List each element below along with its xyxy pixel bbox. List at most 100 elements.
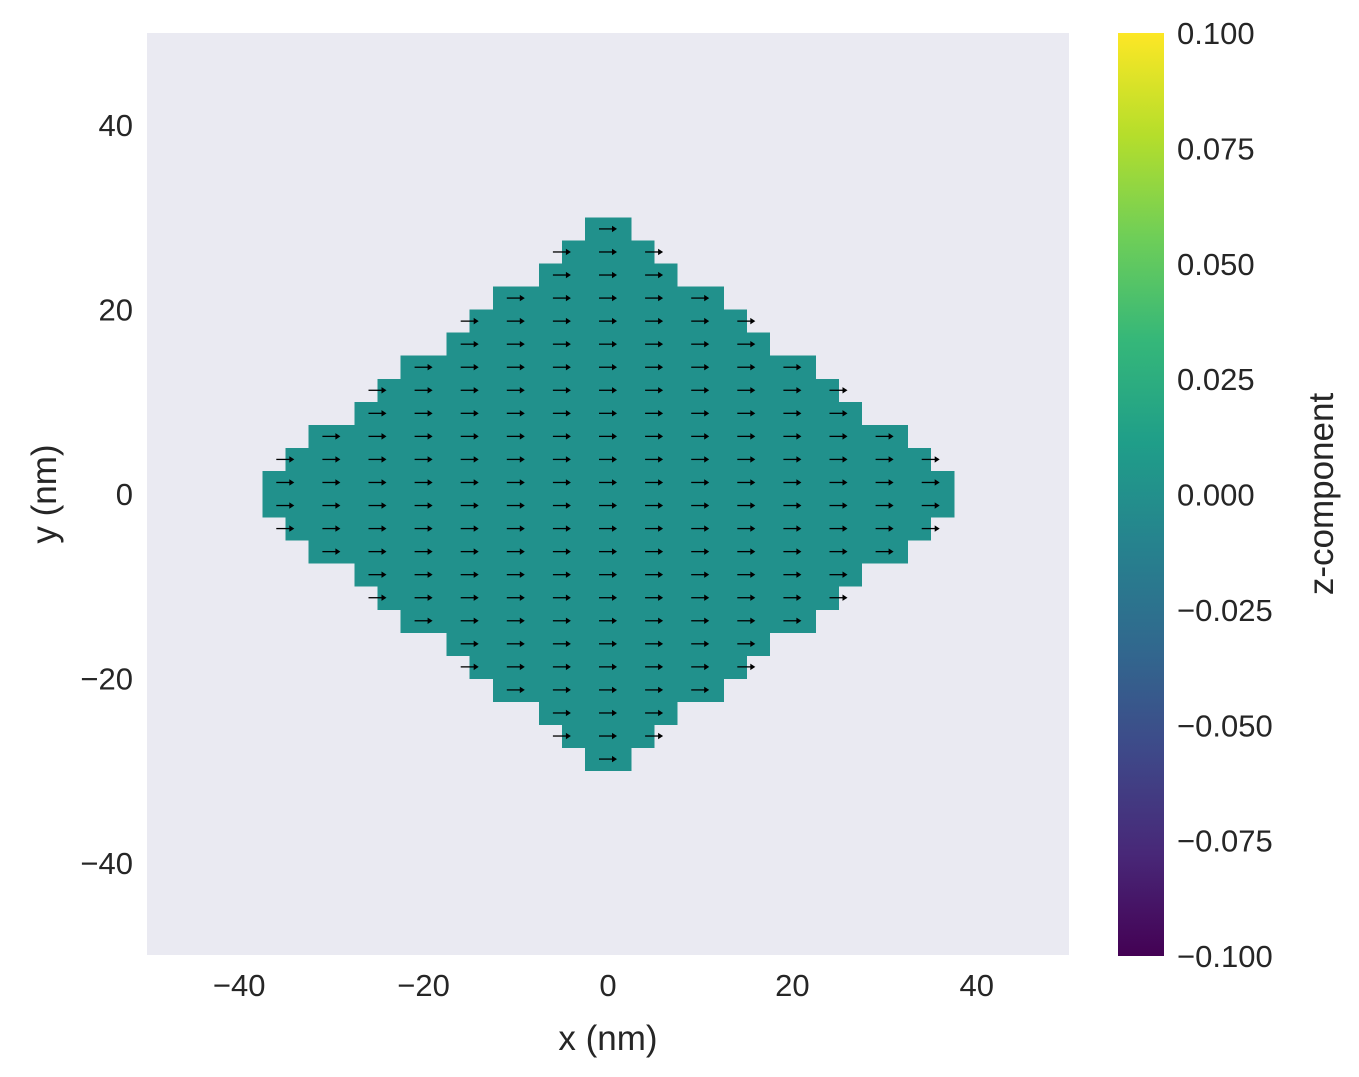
arrow xyxy=(414,594,433,601)
arrow xyxy=(460,364,479,371)
arrow-head xyxy=(473,502,479,509)
arrow xyxy=(783,410,802,417)
colorbar-tick-label: 0.025 xyxy=(1177,362,1255,397)
arrow xyxy=(691,317,710,325)
arrow xyxy=(322,525,341,532)
arrow-head xyxy=(704,594,710,601)
arrow-head xyxy=(750,617,756,624)
arrow-head xyxy=(381,410,387,417)
arrow xyxy=(645,732,664,740)
arrow xyxy=(691,294,710,302)
arrow xyxy=(783,433,802,440)
arrow xyxy=(322,433,341,440)
arrow-head xyxy=(612,686,617,694)
arrow xyxy=(414,548,433,555)
arrow xyxy=(645,525,664,532)
arrow-head xyxy=(519,387,525,394)
arrow-head xyxy=(427,387,433,394)
arrow-head xyxy=(934,456,940,463)
arrow xyxy=(645,387,664,394)
arrow-head xyxy=(335,479,341,486)
arrow-head xyxy=(934,525,940,532)
arrow xyxy=(368,387,387,394)
arrow-head xyxy=(565,317,571,325)
arrow-head xyxy=(335,525,341,532)
arrow-head xyxy=(519,340,525,348)
arrow-head xyxy=(473,364,479,371)
arrow-head xyxy=(289,479,295,486)
arrow-head xyxy=(519,294,525,302)
arrow-head xyxy=(658,594,664,601)
x-tick-label: 40 xyxy=(960,968,994,1003)
arrow xyxy=(599,709,617,717)
arrow-head xyxy=(934,502,940,509)
arrow-head xyxy=(565,732,571,740)
arrow-head xyxy=(565,525,571,532)
arrow xyxy=(599,686,617,694)
colorbar-tick-label: −0.075 xyxy=(1177,824,1273,859)
arrow-head xyxy=(704,617,710,624)
arrow-head xyxy=(658,294,664,302)
arrow xyxy=(414,364,433,371)
arrow xyxy=(552,640,571,648)
magnetization-arrows xyxy=(276,225,940,763)
arrow xyxy=(875,456,894,463)
arrow-head xyxy=(565,709,571,717)
arrow xyxy=(460,479,479,486)
arrow xyxy=(829,433,848,440)
arrow-head xyxy=(704,294,710,302)
arrow-head xyxy=(335,548,341,555)
arrow xyxy=(829,387,848,394)
arrow-head xyxy=(473,410,479,417)
arrow xyxy=(737,433,756,440)
arrow-head xyxy=(704,686,710,694)
arrow xyxy=(737,640,756,648)
arrow-head xyxy=(565,410,571,417)
arrow xyxy=(414,433,433,440)
arrow xyxy=(414,571,433,578)
arrow-head xyxy=(888,548,894,555)
colorbar-tick-label: 0.075 xyxy=(1177,131,1255,166)
arrow-head xyxy=(612,755,617,763)
arrow-head xyxy=(750,640,756,648)
arrow xyxy=(645,248,664,256)
arrow xyxy=(783,456,802,463)
arrow xyxy=(506,640,525,648)
arrow-head xyxy=(612,571,617,578)
arrow-head xyxy=(473,617,479,624)
x-tick-label: 20 xyxy=(775,968,809,1003)
y-tick-label: 20 xyxy=(99,293,133,328)
arrow-head xyxy=(565,686,571,694)
arrow-head xyxy=(565,364,571,371)
arrow xyxy=(645,617,664,624)
arrow-head xyxy=(658,686,664,694)
arrow-head xyxy=(796,456,802,463)
arrow xyxy=(645,410,664,417)
arrow xyxy=(599,755,617,763)
arrow xyxy=(599,502,617,509)
arrow-head xyxy=(612,294,617,302)
arrow xyxy=(691,433,710,440)
arrow-head xyxy=(658,548,664,555)
arrow-head xyxy=(335,502,341,509)
arrow xyxy=(599,294,617,302)
arrow xyxy=(552,479,571,486)
arrow-head xyxy=(519,433,525,440)
arrow xyxy=(829,502,848,509)
arrow xyxy=(645,640,664,648)
x-tick-label: −20 xyxy=(397,968,450,1003)
y-tick-label: 0 xyxy=(116,477,133,512)
arrow xyxy=(737,594,756,601)
arrow xyxy=(506,364,525,371)
arrow xyxy=(506,548,525,555)
arrow-head xyxy=(381,456,387,463)
arrow-head xyxy=(842,479,848,486)
arrow-head xyxy=(612,387,617,394)
arrow-head xyxy=(704,525,710,532)
arrow-head xyxy=(750,571,756,578)
arrow xyxy=(552,594,571,601)
arrow xyxy=(645,364,664,371)
arrow xyxy=(737,525,756,532)
arrow-head xyxy=(519,317,525,325)
arrow xyxy=(645,571,664,578)
